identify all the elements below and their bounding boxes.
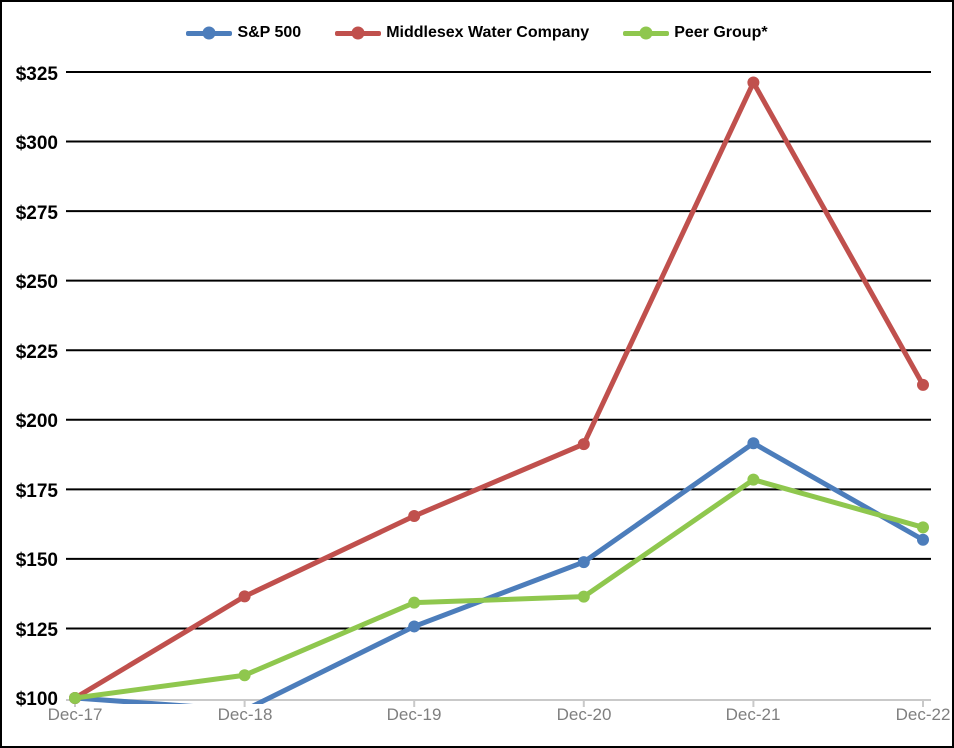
series-peer-group-: [69, 473, 929, 704]
data-point-marker: [577, 438, 590, 451]
line-marker-swatch-icon: [186, 26, 233, 40]
x-axis-tick-label: Dec-21: [726, 705, 781, 724]
y-axis-tick-label: $100: [16, 689, 58, 710]
data-point-marker: [238, 590, 251, 603]
data-point-marker: [408, 510, 421, 523]
chart-legend: S&P 500 Middlesex Water Company Peer Gro…: [2, 18, 952, 48]
x-axis-tick-label: Dec-22: [896, 705, 951, 724]
y-axis-tick-label: $200: [16, 411, 58, 432]
y-axis-tick-label: $150: [16, 550, 58, 571]
x-axis-tick-label: Dec-18: [218, 705, 273, 724]
series-line: [72, 440, 926, 704]
series-s-p-500: [69, 437, 929, 704]
marker-dot-icon: [639, 26, 653, 40]
legend-label: Peer Group*: [674, 24, 768, 41]
series-line: [72, 477, 926, 701]
line-marker-swatch-icon: [335, 26, 382, 40]
y-axis-tick-label: $175: [16, 481, 59, 502]
series-line: [72, 80, 926, 701]
y-axis-tick-label: $125: [16, 620, 59, 641]
series-middlesex-water-company: [69, 76, 929, 704]
x-axis-tick-label: Dec-17: [48, 705, 103, 724]
legend-item-middlesex: Middlesex Water Company: [335, 24, 589, 42]
y-axis-tick-label: $275: [16, 203, 59, 224]
data-point-marker: [408, 596, 421, 609]
data-point-marker: [917, 521, 929, 534]
data-point-marker: [577, 556, 590, 569]
data-point-marker: [747, 437, 760, 450]
data-point-marker: [747, 76, 760, 89]
x-axis-tick-label: Dec-19: [387, 705, 442, 724]
data-point-marker: [747, 473, 760, 486]
data-point-marker: [69, 692, 81, 704]
y-axis-tick-label: $300: [16, 133, 58, 154]
data-point-marker: [577, 590, 590, 603]
y-axis-tick-label: $225: [16, 342, 59, 363]
y-axis-tick-label: $325: [16, 64, 59, 85]
marker-dot-icon: [202, 26, 216, 40]
data-point-marker: [238, 669, 251, 682]
legend-label: S&P 500: [237, 24, 302, 41]
legend-label: Middlesex Water Company: [386, 24, 590, 41]
marker-dot-icon: [351, 26, 365, 40]
x-axis-tick-label: Dec-20: [557, 705, 612, 724]
data-point-marker: [917, 533, 929, 546]
plot-series-layer: [66, 71, 931, 707]
y-axis-tick-label: $250: [16, 272, 58, 293]
legend-item-peer-group: Peer Group*: [623, 24, 768, 42]
data-point-marker: [408, 620, 421, 633]
data-point-marker: [917, 378, 929, 391]
line-marker-swatch-icon: [623, 26, 670, 40]
legend-item-sp500: S&P 500: [186, 24, 301, 42]
